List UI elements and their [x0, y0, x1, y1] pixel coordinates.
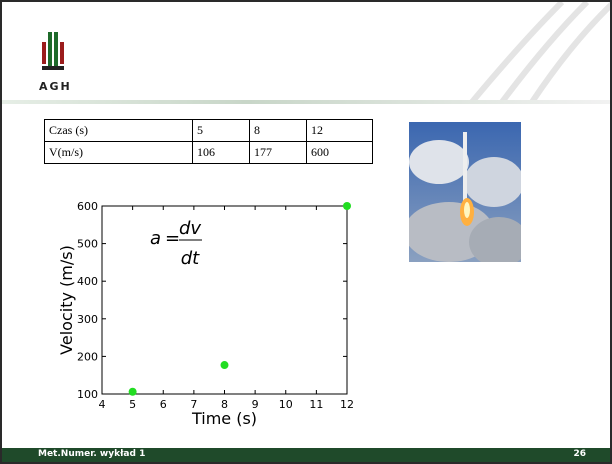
- y-tick-label: 400: [77, 275, 98, 288]
- y-tick-label: 300: [77, 313, 98, 326]
- y-tick-label: 600: [77, 200, 98, 213]
- data-point: [343, 202, 351, 210]
- x-tick-label: 6: [160, 398, 167, 411]
- y-tick-label: 100: [77, 388, 98, 401]
- header-line: [2, 100, 610, 104]
- x-tick-label: 5: [129, 398, 136, 411]
- table-cell: Czas (s): [44, 119, 193, 142]
- x-tick-label: 9: [252, 398, 259, 411]
- footer: Met.Numer. wykład 1 26: [2, 448, 610, 462]
- table-cell: 106: [192, 141, 250, 164]
- table-cell: V(m/s): [44, 141, 193, 164]
- chart: a = dv dt 4 5 6 7 8 9 10 11 12 100 200 300 400 500 600…: [57, 200, 354, 428]
- data-point: [220, 361, 229, 370]
- table-cell: 177: [249, 141, 307, 164]
- header-decoration: [42, 2, 610, 104]
- x-axis-label: Time (s): [191, 409, 257, 428]
- x-tick-label: 8: [221, 398, 228, 411]
- page-number: 26: [573, 449, 586, 459]
- y-axis-label: Velocity (m/s): [57, 245, 76, 355]
- formula-lhs: a: [150, 228, 161, 249]
- table-cell: 5: [192, 119, 250, 142]
- formula-numerator: dv: [179, 218, 201, 239]
- y-tick-label: 200: [77, 350, 98, 363]
- table-row: V(m/s) 106 177 600: [44, 141, 373, 164]
- formula-denominator: dt: [181, 248, 200, 269]
- y-tick-label: 500: [77, 238, 98, 251]
- table-cell: 8: [249, 119, 307, 142]
- x-tick-label: 11: [309, 398, 323, 411]
- table-row: Czas (s) 5 8 12: [44, 119, 373, 142]
- data-table: Czas (s) 5 8 12 V(m/s) 106 177 600: [44, 119, 373, 164]
- footer-left: Met.Numer. wykład 1: [38, 449, 146, 459]
- table-cell: 12: [306, 119, 373, 142]
- data-point: [128, 387, 137, 396]
- rocket-photo: [409, 122, 521, 262]
- x-tick-label: 4: [99, 398, 106, 411]
- logo-text: AGH: [39, 80, 72, 93]
- x-tick-label: 12: [340, 398, 354, 411]
- formula-eq: =: [165, 228, 180, 249]
- x-tick-label: 7: [190, 398, 197, 411]
- table-cell: 600: [306, 141, 373, 164]
- x-tick-label: 10: [279, 398, 293, 411]
